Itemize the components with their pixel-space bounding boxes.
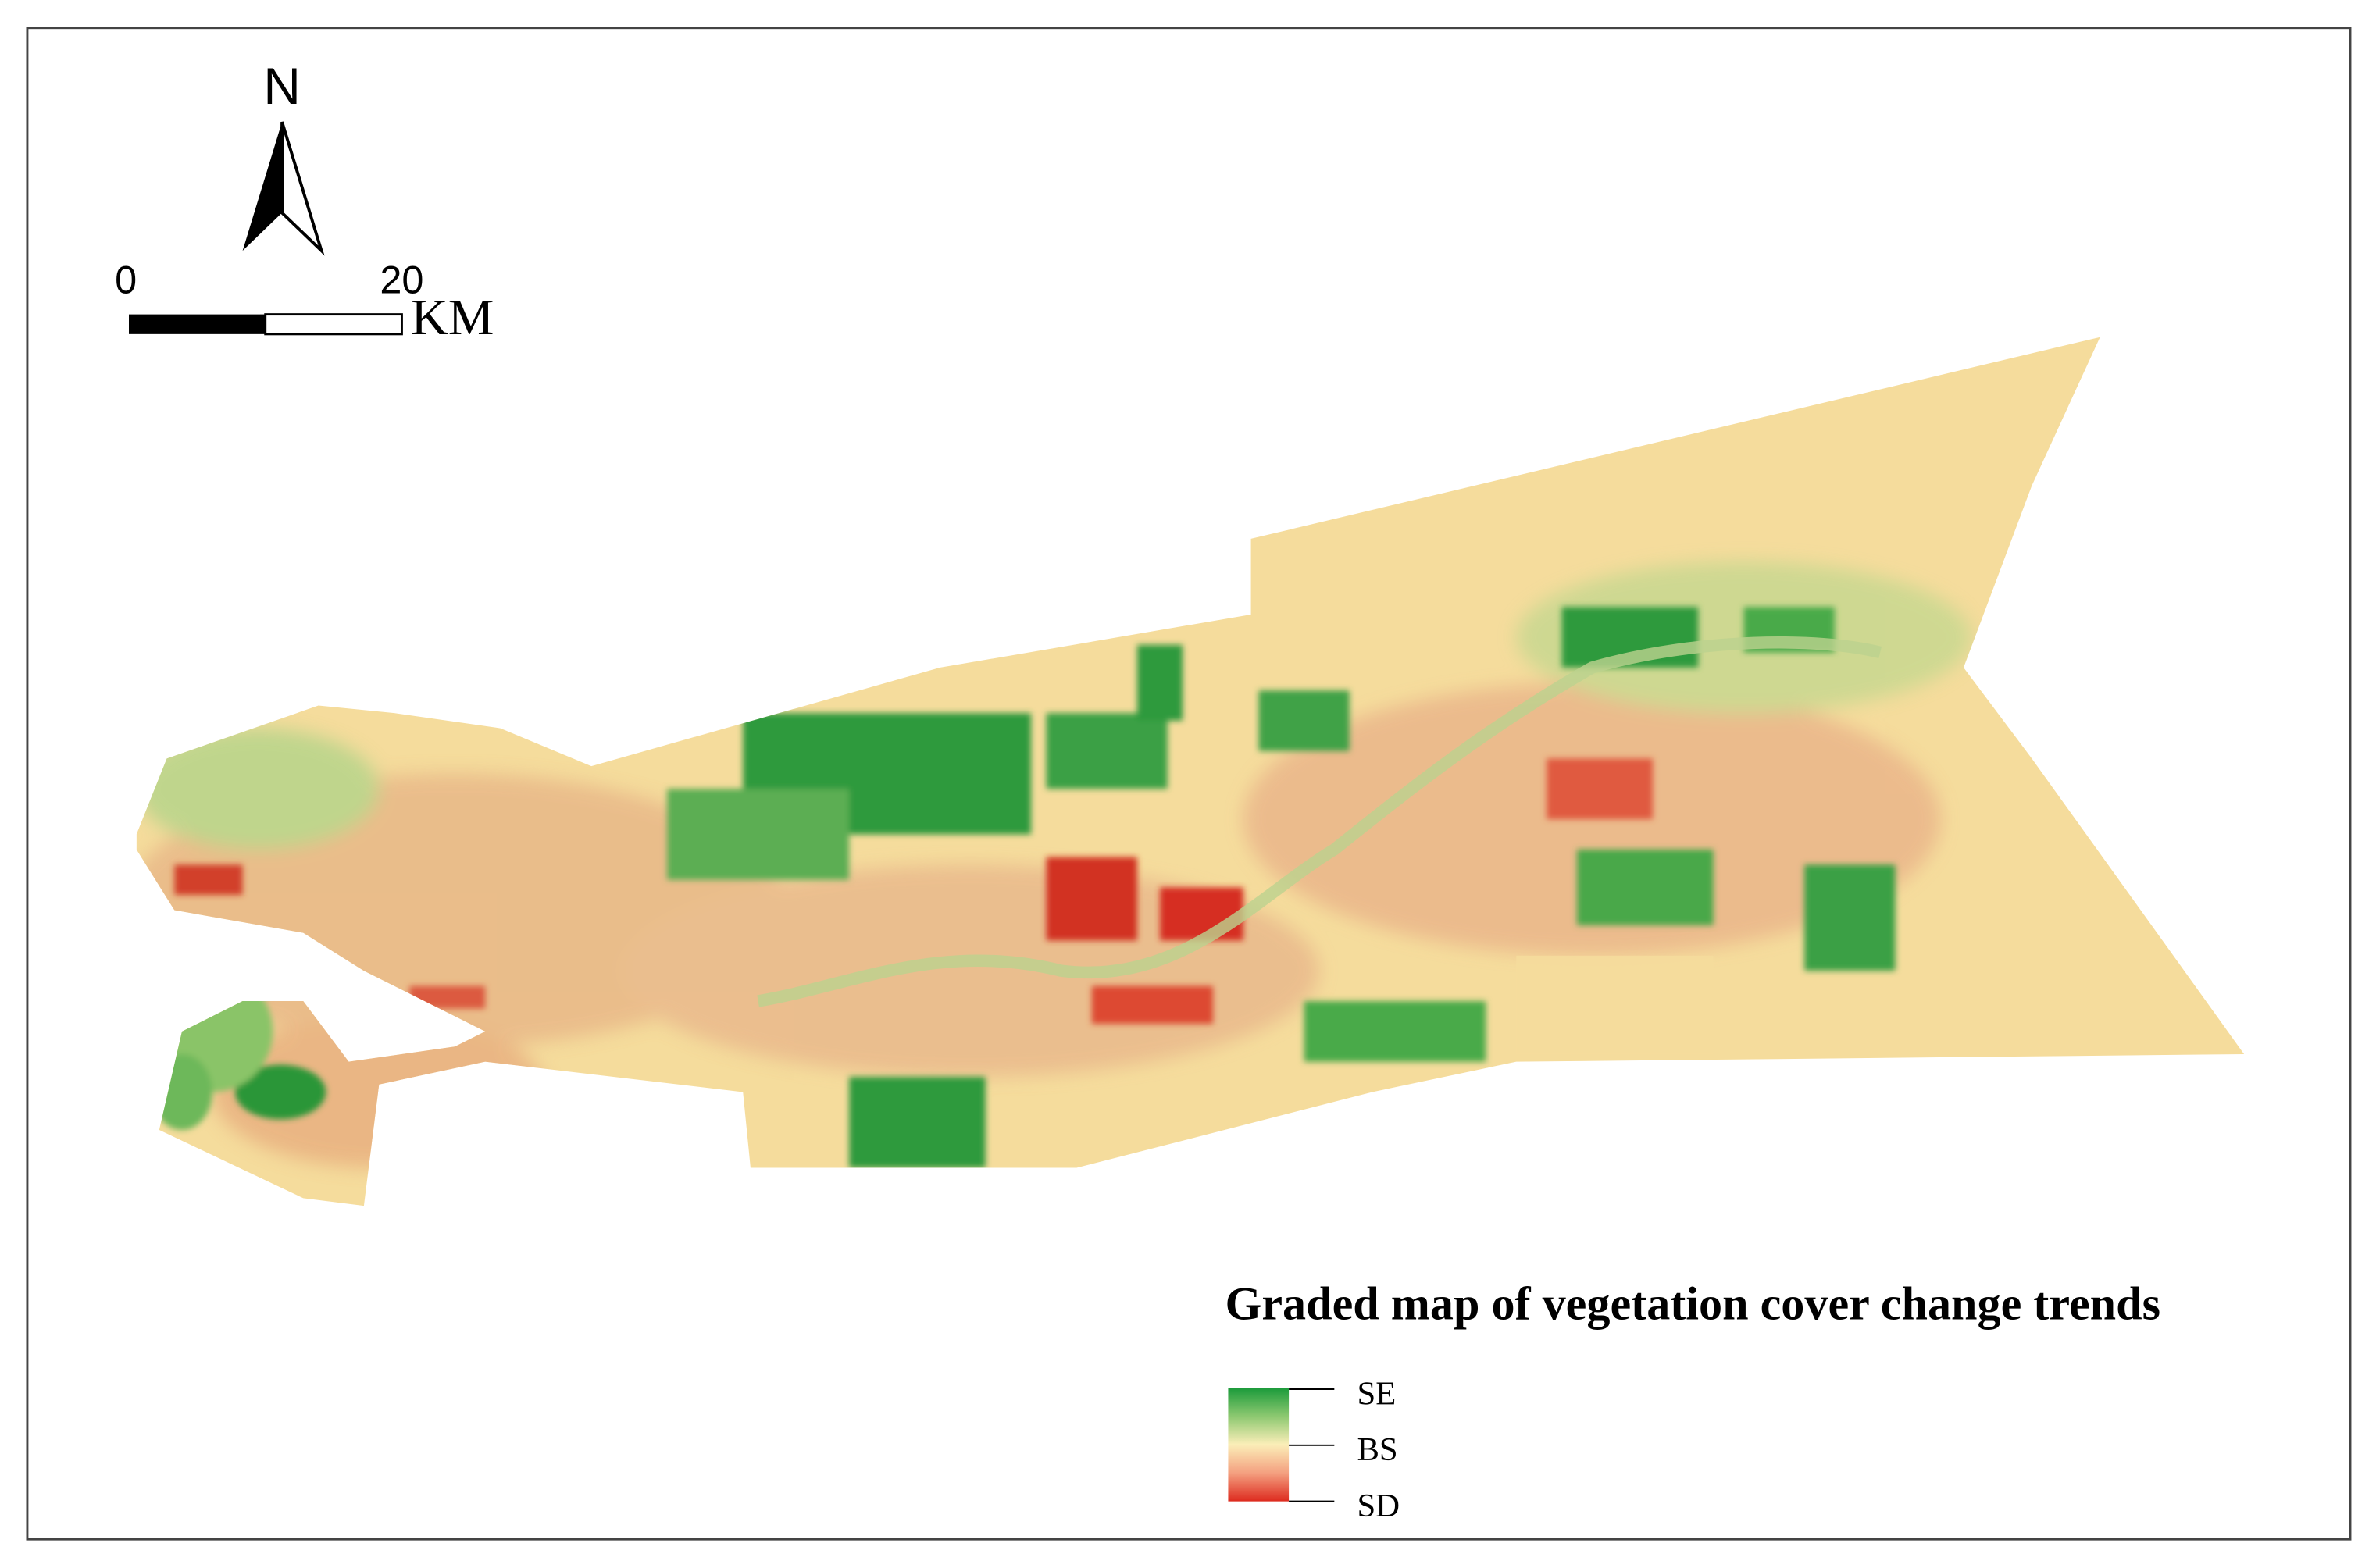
- north-label: N: [263, 57, 301, 115]
- scale-start: 0: [115, 257, 137, 301]
- legend-ramp: [1228, 1388, 1290, 1502]
- north-arrow: N: [242, 57, 325, 256]
- scale-bar: 0 20 KM: [115, 257, 494, 345]
- scale-unit: KM: [411, 289, 494, 346]
- legend-label: SD: [1357, 1488, 1400, 1524]
- legend-label: BS: [1357, 1431, 1397, 1468]
- scale-end: 20: [380, 257, 423, 301]
- legend-label: SE: [1357, 1375, 1396, 1412]
- legend: Graded map of vegetation cover change tr…: [1225, 1278, 2160, 1524]
- legend-title: Graded map of vegetation cover change tr…: [1225, 1278, 2160, 1331]
